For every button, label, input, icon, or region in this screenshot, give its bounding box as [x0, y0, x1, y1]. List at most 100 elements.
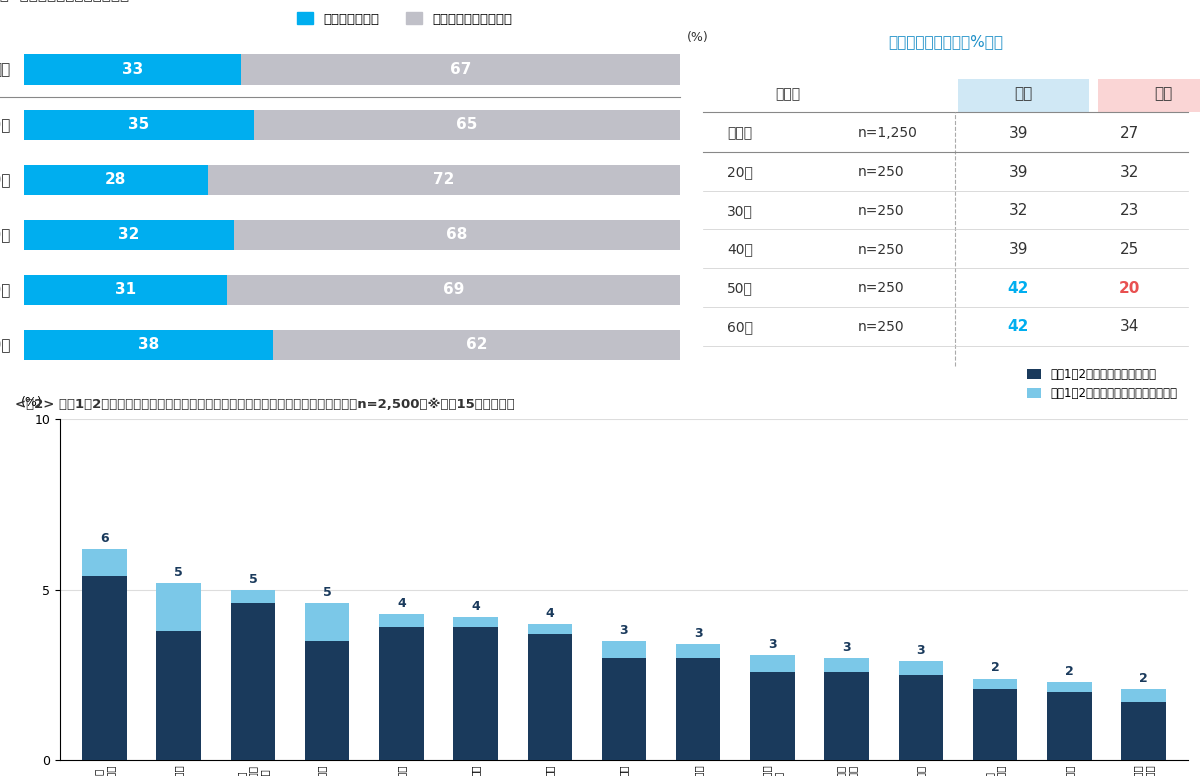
Text: 28: 28	[106, 172, 126, 187]
Text: 実施計: 実施計	[727, 126, 752, 140]
Text: n=250: n=250	[858, 320, 905, 334]
Text: 3: 3	[694, 627, 702, 640]
Bar	[274, 330, 680, 360]
Text: 5: 5	[248, 573, 257, 586]
Bar	[676, 658, 720, 760]
Bar	[208, 165, 680, 195]
FancyBboxPatch shape	[1098, 79, 1200, 113]
Text: (%): (%)	[686, 31, 708, 44]
Bar	[156, 631, 200, 760]
Text: n=250: n=250	[858, 243, 905, 257]
Bar	[528, 634, 572, 760]
Text: 3: 3	[768, 638, 776, 650]
Bar	[24, 220, 234, 250]
Text: 32: 32	[1120, 165, 1140, 180]
Text: 32: 32	[119, 227, 139, 242]
Bar	[24, 165, 208, 195]
Text: 65: 65	[456, 117, 478, 132]
Text: <図2> 最近1〜2年間に行ったスポーツ・その中で始めて行ったスポーツ　（複数回答：n=2,500）※上位15項目を抜粋: <図2> 最近1〜2年間に行ったスポーツ・その中で始めて行ったスポーツ （複数回…	[14, 398, 515, 411]
Bar	[454, 627, 498, 760]
Bar	[24, 54, 240, 85]
Bar	[1046, 692, 1092, 760]
Text: 3: 3	[917, 644, 925, 657]
Text: n=250: n=250	[858, 204, 905, 218]
Text: 30代: 30代	[727, 204, 754, 218]
Text: 39: 39	[1008, 242, 1028, 257]
Text: 31: 31	[115, 282, 137, 297]
Bar	[750, 672, 794, 760]
Bar	[228, 275, 680, 305]
Text: 38: 38	[138, 338, 160, 352]
Text: 5: 5	[323, 587, 331, 599]
Legend: 最近1〜2年間に行ったスポーツ, 最近1〜2年間に初めて行ったスポーツ: 最近1〜2年間に行ったスポーツ, 最近1〜2年間に初めて行ったスポーツ	[1022, 363, 1182, 405]
Bar	[305, 641, 349, 760]
Text: 25: 25	[1120, 242, 1140, 257]
Text: 2: 2	[1064, 665, 1074, 678]
Text: 最近1〜2年間のスポーツ実施の有無: 最近1〜2年間のスポーツ実施の有無	[0, 0, 130, 2]
Bar	[379, 614, 424, 627]
Bar	[156, 583, 200, 631]
Text: 39: 39	[1008, 126, 1028, 141]
Text: n=1,250: n=1,250	[858, 126, 918, 140]
Bar	[24, 330, 274, 360]
Text: 33: 33	[121, 62, 143, 77]
Y-axis label: (%): (%)	[20, 396, 43, 409]
Text: 27: 27	[1120, 126, 1140, 141]
Bar	[973, 678, 1018, 689]
Text: n=250: n=250	[858, 281, 905, 295]
Text: 50代: 50代	[0, 282, 11, 297]
Bar	[83, 549, 127, 576]
Text: 4: 4	[472, 600, 480, 613]
Text: 20代: 20代	[727, 165, 754, 179]
Text: 男性: 男性	[1014, 87, 1032, 102]
Text: 全体: 全体	[0, 62, 11, 77]
Bar	[899, 675, 943, 760]
Text: 20代: 20代	[0, 117, 11, 132]
Text: 72: 72	[433, 172, 455, 187]
Text: 34: 34	[1120, 320, 1140, 334]
FancyBboxPatch shape	[958, 79, 1088, 113]
Text: 2: 2	[991, 661, 1000, 674]
Text: 5: 5	[174, 566, 184, 579]
Text: 60代: 60代	[727, 320, 754, 334]
Text: ＜性年代別実施率（%）＞: ＜性年代別実施率（%）＞	[888, 34, 1003, 50]
Text: 50代: 50代	[727, 281, 754, 295]
Text: 32: 32	[1008, 203, 1028, 218]
Bar	[899, 661, 943, 675]
Bar	[676, 644, 720, 658]
Text: 6: 6	[101, 532, 109, 545]
Text: （各）: （各）	[775, 87, 800, 101]
Bar	[601, 658, 647, 760]
Legend: スポーツをした, スポーツはしていない: スポーツをした, スポーツはしていない	[292, 7, 517, 31]
Text: 39: 39	[1008, 165, 1028, 180]
Bar	[379, 627, 424, 760]
Bar	[24, 275, 228, 305]
Text: 40代: 40代	[727, 243, 754, 257]
Bar	[1121, 702, 1165, 760]
Bar	[24, 109, 253, 140]
Bar	[234, 220, 680, 250]
Text: 40代: 40代	[0, 227, 11, 242]
Bar	[824, 658, 869, 672]
Bar	[1121, 689, 1165, 702]
Text: 42: 42	[1008, 320, 1028, 334]
Text: 3: 3	[619, 624, 629, 637]
Bar	[750, 655, 794, 672]
Text: n=250: n=250	[858, 165, 905, 179]
Bar	[1046, 682, 1092, 692]
Text: 20: 20	[1120, 281, 1140, 296]
Text: 4: 4	[546, 607, 554, 620]
Bar	[230, 590, 275, 604]
Bar	[305, 604, 349, 641]
Text: 62: 62	[466, 338, 487, 352]
Text: 2: 2	[1139, 672, 1148, 684]
Bar	[230, 604, 275, 760]
Bar	[973, 689, 1018, 760]
Text: 42: 42	[1008, 281, 1028, 296]
Bar	[454, 617, 498, 627]
Text: 35: 35	[128, 117, 150, 132]
Text: 3: 3	[842, 641, 851, 654]
Text: 67: 67	[450, 62, 472, 77]
Text: 69: 69	[443, 282, 464, 297]
Bar	[253, 109, 680, 140]
